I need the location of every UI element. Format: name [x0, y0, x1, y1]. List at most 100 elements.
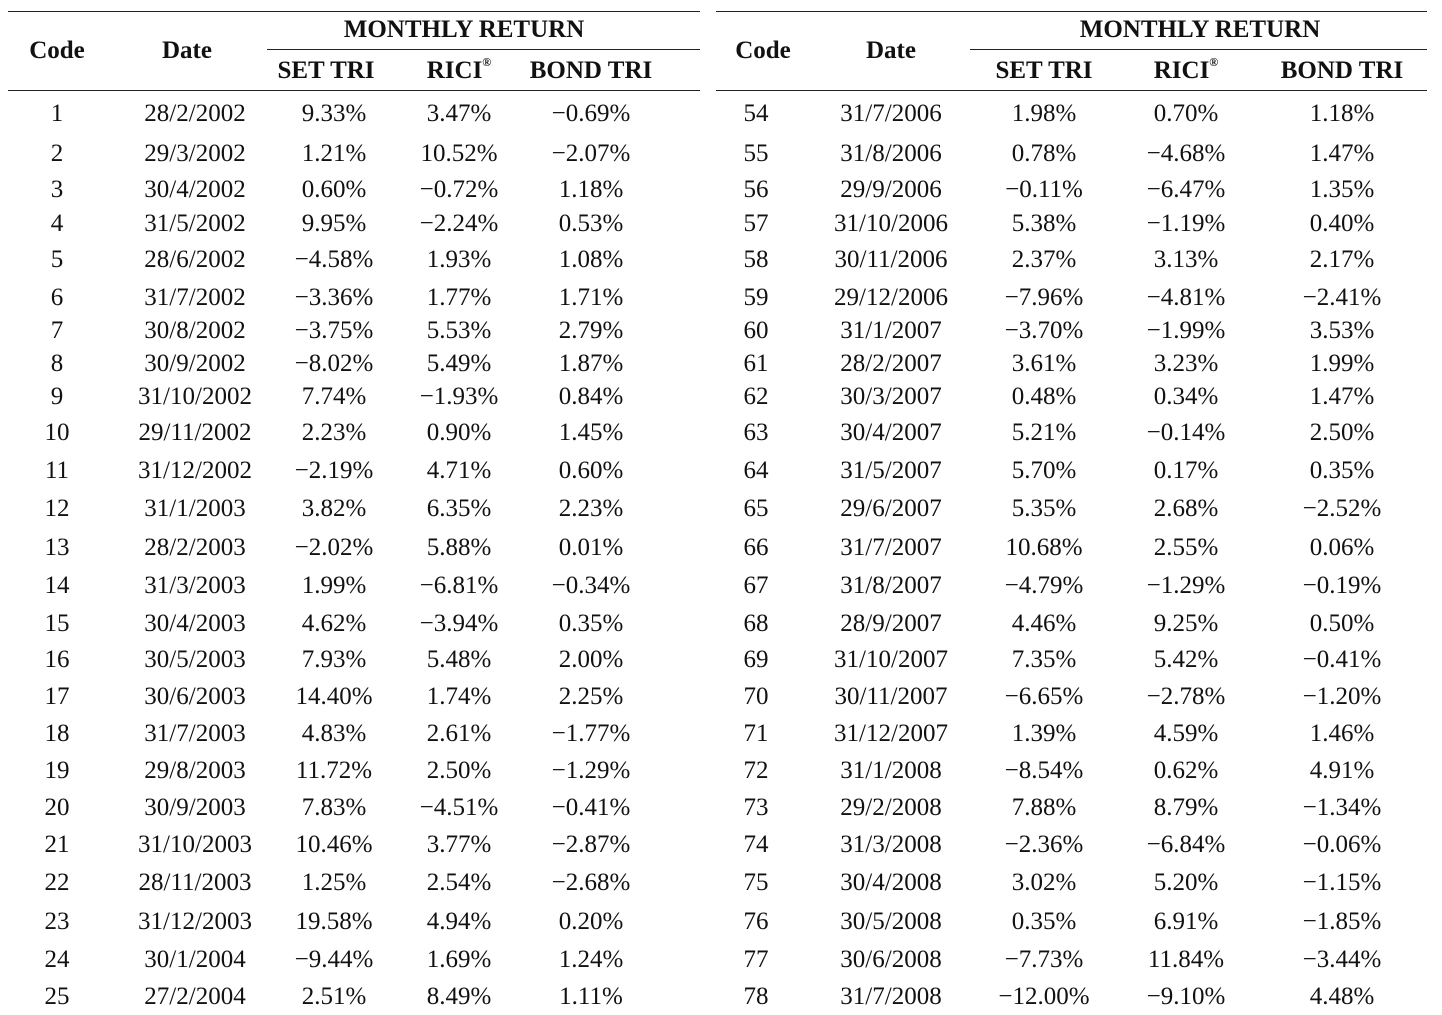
- cell-set: 7.83%: [301, 794, 367, 821]
- cell-bond: −1.85%: [1302, 908, 1382, 935]
- cell-set: 1.39%: [1011, 720, 1077, 747]
- header-monthly-return: MONTHLY RETURN: [1079, 16, 1321, 43]
- cell-rici: 6.35%: [426, 495, 492, 522]
- cell-set: −2.19%: [294, 457, 374, 484]
- cell-code: 62: [743, 383, 769, 410]
- cell-rici: 10.52%: [420, 140, 498, 167]
- table-row: 64 31/5/2007 5.70% 0.17% 0.35%: [716, 453, 1427, 489]
- header-code: Code: [735, 37, 791, 64]
- cell-bond: −0.41%: [551, 794, 631, 821]
- cell-bond: 0.06%: [1309, 534, 1375, 561]
- cell-bond: 0.20%: [558, 908, 624, 935]
- cell-date: 31/7/2002: [144, 284, 246, 311]
- cell-set: 4.83%: [301, 720, 367, 747]
- cell-date: 29/11/2002: [138, 419, 252, 446]
- cell-date: 31/1/2007: [840, 317, 942, 344]
- table-row: 10 29/11/2002 2.23% 0.90% 1.45%: [8, 415, 700, 451]
- cell-set: 14.40%: [295, 683, 373, 710]
- cell-set: 0.78%: [1011, 140, 1077, 167]
- cell-code: 58: [743, 246, 769, 273]
- table-row: 70 30/11/2007 −6.65% −2.78% −1.20%: [716, 679, 1427, 715]
- cell-set: 19.58%: [295, 908, 373, 935]
- cell-bond: −1.34%: [1302, 794, 1382, 821]
- cell-bond: 2.00%: [558, 646, 624, 673]
- cell-code: 64: [743, 457, 769, 484]
- table-row: 13 28/2/2003 −2.02% 5.88% 0.01%: [8, 530, 700, 566]
- cell-set: 3.61%: [1011, 350, 1077, 377]
- cell-code: 73: [743, 794, 769, 821]
- table-row: 55 31/8/2006 0.78% −4.68% 1.47%: [716, 136, 1427, 172]
- cell-code: 55: [743, 140, 769, 167]
- cell-set: −2.02%: [294, 534, 374, 561]
- cell-bond: −2.52%: [1302, 495, 1382, 522]
- cell-set: 1.25%: [301, 869, 367, 896]
- table-row: 56 29/9/2006 −0.11% −6.47% 1.35%: [716, 172, 1427, 208]
- cell-bond: −2.07%: [551, 140, 631, 167]
- table-row: 71 31/12/2007 1.39% 4.59% 1.46%: [716, 716, 1427, 752]
- cell-code: 10: [44, 419, 70, 446]
- cell-code: 8: [50, 350, 64, 377]
- cell-code: 13: [44, 534, 70, 561]
- cell-set: 1.98%: [1011, 100, 1077, 127]
- cell-date: 31/10/2007: [834, 646, 948, 673]
- cell-bond: −2.87%: [551, 831, 631, 858]
- cell-code: 75: [743, 869, 769, 896]
- cell-rici: 2.61%: [426, 720, 492, 747]
- cell-set: −7.73%: [1004, 946, 1084, 973]
- cell-rici: −4.68%: [1146, 140, 1226, 167]
- cell-bond: 2.25%: [558, 683, 624, 710]
- cell-code: 19: [44, 757, 70, 784]
- cell-bond: −0.06%: [1302, 831, 1382, 858]
- cell-rici: −1.93%: [419, 383, 499, 410]
- header-bond-tri: BOND TRI: [529, 57, 653, 84]
- cell-bond: 1.24%: [558, 946, 624, 973]
- cell-code: 70: [743, 683, 769, 710]
- cell-date: 30/1/2004: [144, 946, 246, 973]
- cell-code: 69: [743, 646, 769, 673]
- top-rule: [8, 11, 700, 12]
- cell-code: 78: [743, 983, 769, 1010]
- cell-set: −3.70%: [1004, 317, 1084, 344]
- cell-code: 61: [743, 350, 769, 377]
- header-rule: [716, 90, 1427, 91]
- cell-bond: 0.60%: [558, 457, 624, 484]
- cell-rici: 0.70%: [1153, 100, 1219, 127]
- table-row: 66 31/7/2007 10.68% 2.55% 0.06%: [716, 530, 1427, 566]
- cell-date: 31/7/2006: [840, 100, 942, 127]
- cell-rici: 5.48%: [426, 646, 492, 673]
- cell-bond: −1.15%: [1302, 869, 1382, 896]
- cell-set: 11.72%: [295, 757, 373, 784]
- header-rule: [8, 90, 700, 91]
- cell-code: 23: [44, 908, 70, 935]
- header-rici-label: RICI: [426, 57, 483, 84]
- cell-date: 30/4/2003: [144, 610, 246, 637]
- cell-bond: 0.35%: [1309, 457, 1375, 484]
- cell-rici: 5.53%: [426, 317, 492, 344]
- table-row: 24 30/1/2004 −9.44% 1.69% 1.24%: [8, 942, 700, 978]
- cell-set: 5.38%: [1011, 210, 1077, 237]
- cell-date: 29/9/2006: [840, 176, 942, 203]
- header-date: Date: [866, 37, 916, 64]
- cell-rici: 5.88%: [426, 534, 492, 561]
- cell-date: 31/12/2002: [138, 457, 252, 484]
- table-row: 67 31/8/2007 −4.79% −1.29% −0.19%: [716, 568, 1427, 604]
- cell-bond: 2.23%: [558, 495, 624, 522]
- cell-code: 14: [44, 572, 70, 599]
- table-row: 75 30/4/2008 3.02% 5.20% −1.15%: [716, 865, 1427, 901]
- cell-set: 1.99%: [301, 572, 367, 599]
- cell-code: 66: [743, 534, 769, 561]
- registered-mark: ®: [1209, 55, 1219, 69]
- cell-code: 59: [743, 284, 769, 311]
- cell-bond: 0.84%: [558, 383, 624, 410]
- cell-rici: 0.62%: [1153, 757, 1219, 784]
- cell-date: 31/1/2003: [144, 495, 246, 522]
- cell-set: 2.51%: [301, 983, 367, 1010]
- cell-date: 31/3/2008: [840, 831, 942, 858]
- cell-date: 29/12/2006: [834, 284, 948, 311]
- cell-code: 77: [743, 946, 769, 973]
- cell-date: 30/4/2008: [840, 869, 942, 896]
- cell-rici: 1.93%: [426, 246, 492, 273]
- cell-set: −6.65%: [1004, 683, 1084, 710]
- cell-bond: 2.79%: [558, 317, 624, 344]
- cell-set: −0.11%: [1005, 176, 1083, 203]
